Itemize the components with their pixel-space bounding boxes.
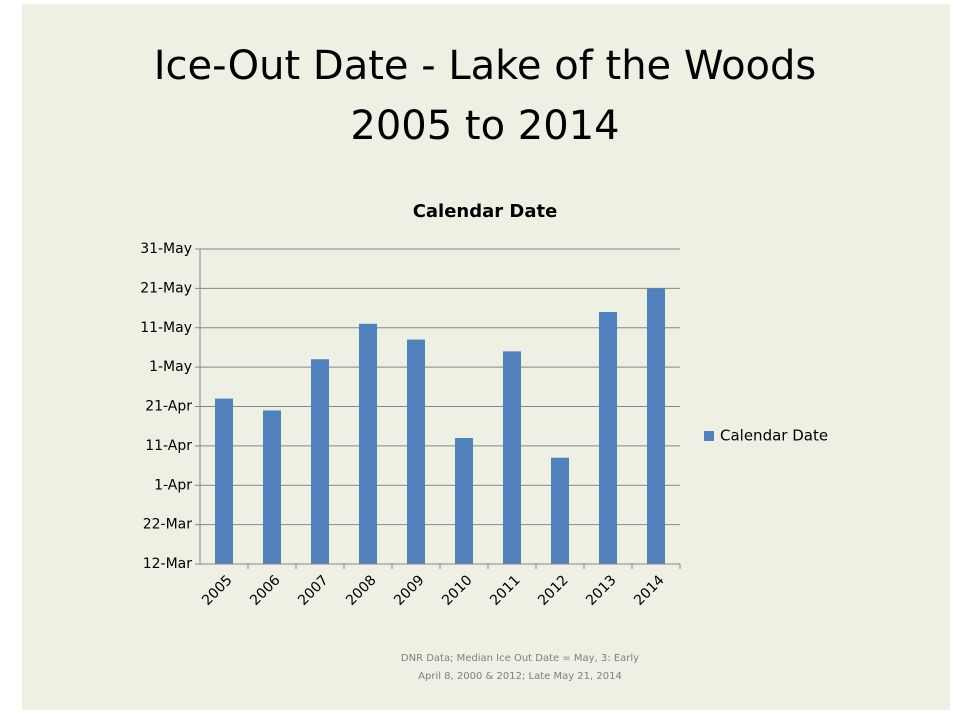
plot-title: Calendar Date: [413, 201, 558, 222]
y-tick-label: 1-Apr: [154, 477, 192, 493]
y-tick-label: 1-May: [149, 359, 192, 375]
footnote: DNR Data; Median Ice Out Date = May, 3: …: [401, 653, 639, 664]
bar: [503, 351, 521, 564]
chart-subtitle: 2005 to 2014: [350, 103, 619, 149]
bar: [407, 339, 425, 564]
chart-title: Ice-Out Date - Lake of the Woods: [154, 43, 817, 89]
y-tick-label: 11-Apr: [145, 438, 192, 454]
y-tick-label: 21-Apr: [145, 399, 192, 415]
footnote: April 8, 2000 & 2012; Late May 21, 2014: [418, 671, 622, 682]
bar: [647, 288, 665, 564]
legend-swatch: [704, 431, 714, 441]
y-tick-label: 12-Mar: [143, 556, 193, 572]
bar: [263, 410, 281, 564]
legend-label: Calendar Date: [720, 427, 828, 445]
slide-background: [22, 4, 950, 710]
bar: [455, 438, 473, 564]
y-tick-label: 22-Mar: [143, 517, 193, 533]
bar: [359, 323, 377, 564]
y-tick-label: 21-May: [140, 280, 192, 296]
bar: [599, 312, 617, 564]
y-tick-label: 31-May: [140, 241, 192, 257]
bar: [311, 359, 329, 564]
bar: [215, 398, 233, 564]
bar: [551, 457, 569, 564]
y-tick-label: 11-May: [140, 320, 192, 336]
